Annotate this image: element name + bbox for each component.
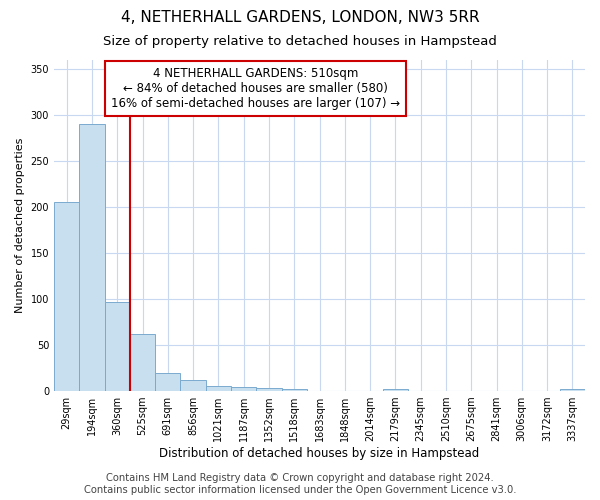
Bar bbox=[383, 389, 408, 391]
Bar bbox=[231, 388, 256, 391]
Bar bbox=[560, 389, 585, 391]
Bar bbox=[130, 334, 155, 391]
Y-axis label: Number of detached properties: Number of detached properties bbox=[15, 138, 25, 313]
Bar bbox=[181, 380, 206, 391]
Text: 4 NETHERHALL GARDENS: 510sqm
← 84% of detached houses are smaller (580)
16% of s: 4 NETHERHALL GARDENS: 510sqm ← 84% of de… bbox=[111, 66, 400, 110]
Bar bbox=[54, 202, 79, 391]
Text: 4, NETHERHALL GARDENS, LONDON, NW3 5RR: 4, NETHERHALL GARDENS, LONDON, NW3 5RR bbox=[121, 10, 479, 25]
Bar bbox=[256, 388, 281, 391]
Bar bbox=[281, 389, 307, 391]
Bar bbox=[104, 302, 130, 391]
Bar bbox=[206, 386, 231, 391]
Bar bbox=[79, 124, 104, 391]
X-axis label: Distribution of detached houses by size in Hampstead: Distribution of detached houses by size … bbox=[160, 447, 479, 460]
Text: Contains HM Land Registry data © Crown copyright and database right 2024.
Contai: Contains HM Land Registry data © Crown c… bbox=[84, 474, 516, 495]
Text: Size of property relative to detached houses in Hampstead: Size of property relative to detached ho… bbox=[103, 35, 497, 48]
Bar bbox=[155, 372, 181, 391]
